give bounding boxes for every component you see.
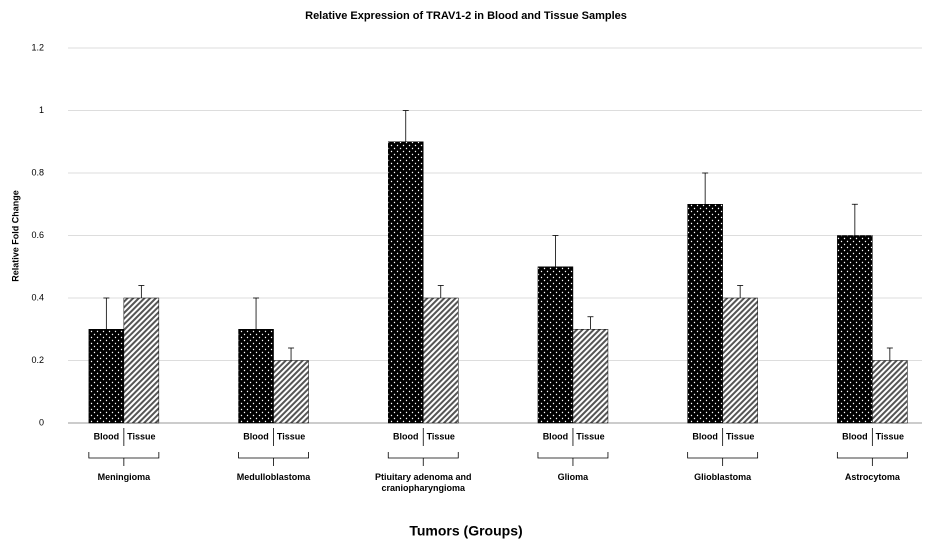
chart-title: Relative Expression of TRAV1-2 in Blood … bbox=[305, 10, 627, 22]
bar bbox=[572, 329, 609, 424]
series-label: Blood bbox=[842, 431, 868, 441]
series-label: Tissue bbox=[876, 431, 904, 441]
y-tick-label: 0 bbox=[39, 417, 44, 427]
bar bbox=[238, 329, 274, 424]
bar bbox=[687, 204, 723, 424]
series-label: Blood bbox=[543, 431, 569, 441]
y-tick-label: 0.2 bbox=[31, 355, 44, 365]
bar bbox=[88, 329, 125, 424]
bar bbox=[123, 297, 160, 424]
bar bbox=[872, 360, 908, 424]
y-tick-label: 0.6 bbox=[31, 230, 44, 240]
y-tick-label: 1 bbox=[39, 105, 44, 115]
x-tick-label: Astrocytoma bbox=[844, 472, 900, 482]
bar bbox=[273, 360, 309, 424]
y-tick-label: 0.4 bbox=[31, 292, 44, 302]
bracket bbox=[687, 452, 759, 466]
series-label: Tissue bbox=[427, 431, 455, 441]
y-tick-label: 1.2 bbox=[31, 42, 44, 52]
bracket bbox=[537, 452, 609, 466]
y-axis-label: Relative Fold Change bbox=[10, 190, 20, 282]
series-label: Tissue bbox=[277, 431, 305, 441]
series-label: Blood bbox=[692, 431, 718, 441]
series-label: Tissue bbox=[127, 431, 155, 441]
series-label: Blood bbox=[243, 431, 269, 441]
y-tick-label: 0.8 bbox=[31, 167, 44, 177]
x-tick-label: Ptiuitary adenoma and craniopharyngioma bbox=[374, 472, 472, 493]
x-tick-label: Glioblastoma bbox=[694, 472, 752, 482]
bracket bbox=[836, 452, 908, 466]
x-tick-label: Glioma bbox=[557, 472, 589, 482]
bracket bbox=[88, 452, 160, 466]
series-label: Tissue bbox=[576, 431, 604, 441]
series-label: Blood bbox=[393, 431, 419, 441]
bar bbox=[388, 141, 424, 424]
bracket bbox=[238, 452, 309, 466]
x-tick-label: Medulloblastoma bbox=[236, 472, 311, 482]
x-tick-label: Meningioma bbox=[97, 472, 151, 482]
bracket bbox=[387, 452, 459, 466]
series-label: Blood bbox=[94, 431, 120, 441]
bar bbox=[423, 297, 459, 424]
x-axis-label: Tumors (Groups) bbox=[409, 523, 522, 539]
bar bbox=[722, 297, 758, 424]
bar bbox=[837, 235, 873, 424]
series-label: Tissue bbox=[726, 431, 754, 441]
bar bbox=[537, 266, 574, 424]
